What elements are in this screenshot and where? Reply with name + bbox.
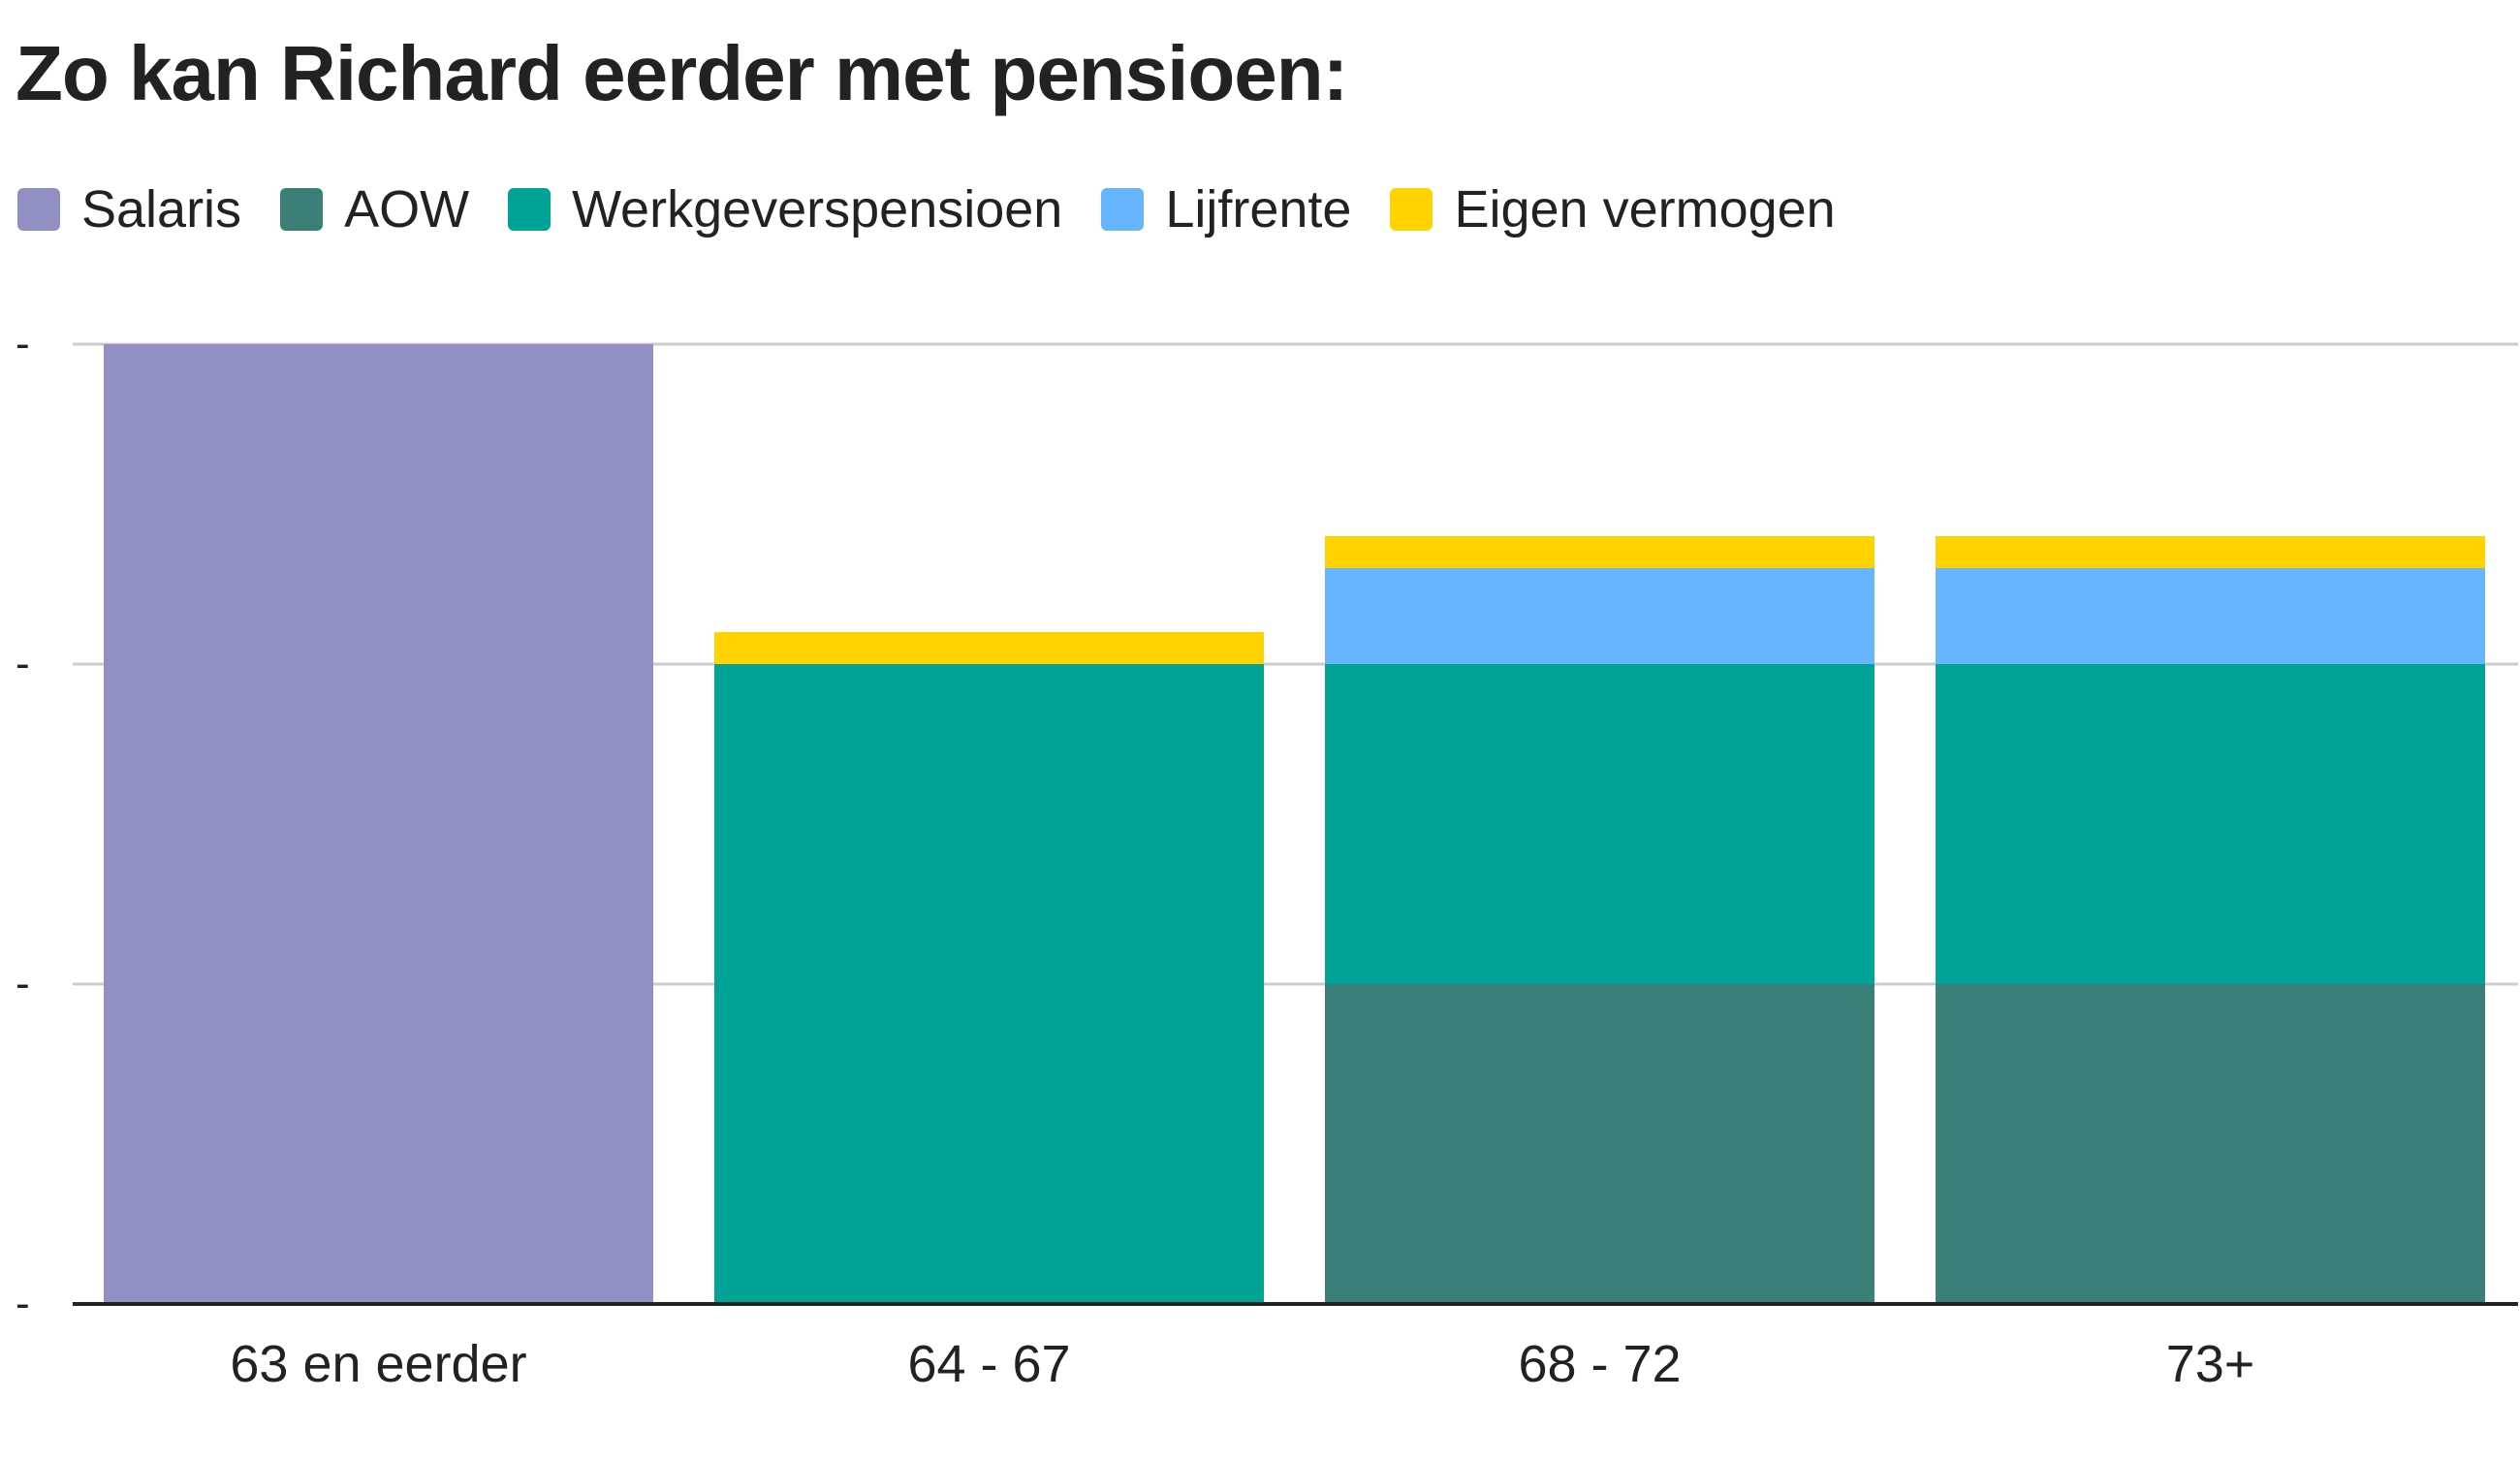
legend-item-lijfrente: Lijfrente <box>1101 179 1351 239</box>
bar-segment-aow <box>1936 984 2485 1304</box>
x-tick-label: 64 - 67 <box>907 1335 1070 1393</box>
legend-swatch-lijfrente <box>1101 188 1145 231</box>
chart-title: Zo kan Richard eerder met pensioen: <box>16 30 1348 116</box>
legend-label-werkgeverspensioen: Werkgeverspensioen <box>572 180 1063 238</box>
bar-segment-eigen-vermogen <box>1325 536 1874 568</box>
bar-segment-salaris <box>104 344 653 1304</box>
bar-segment-werkgeverspensioen <box>714 664 1264 1304</box>
legend-item-eigen-vermogen: Eigen vermogen <box>1390 179 1836 239</box>
legend-swatch-aow <box>280 188 324 231</box>
bar-segment-eigen-vermogen <box>714 632 1264 664</box>
y-tick-label: - <box>16 640 30 687</box>
legend-label-eigen-vermogen: Eigen vermogen <box>1454 180 1836 238</box>
x-tick-label: 63 en eerder <box>230 1335 526 1393</box>
bar-segment-eigen-vermogen <box>1936 536 2485 568</box>
legend: Salaris AOW Werkgeverspensioen Lijfrente… <box>17 179 1874 239</box>
legend-swatch-werkgeverspensioen <box>508 188 551 231</box>
legend-label-salaris: Salaris <box>81 180 242 238</box>
y-tick-label: - <box>16 320 30 367</box>
y-tick-label: - <box>16 1280 30 1327</box>
legend-swatch-eigen-vermogen <box>1390 188 1433 231</box>
bar-segment-lijfrente <box>1936 568 2485 664</box>
x-tick-label: 73+ <box>2166 1335 2255 1393</box>
legend-item-aow: AOW <box>280 179 469 239</box>
legend-label-lijfrente: Lijfrente <box>1165 180 1352 238</box>
bar-segment-aow <box>1325 984 1874 1304</box>
x-tick-label: 68 - 72 <box>1518 1335 1681 1393</box>
bar-segment-werkgeverspensioen <box>1325 664 1874 984</box>
legend-item-salaris: Salaris <box>17 179 241 239</box>
legend-swatch-salaris <box>17 188 60 231</box>
legend-item-werkgeverspensioen: Werkgeverspensioen <box>508 179 1062 239</box>
legend-label-aow: AOW <box>344 180 470 238</box>
bar-segment-werkgeverspensioen <box>1936 664 2485 984</box>
bar-segment-lijfrente <box>1325 568 1874 664</box>
y-tick-label: - <box>16 960 30 1007</box>
